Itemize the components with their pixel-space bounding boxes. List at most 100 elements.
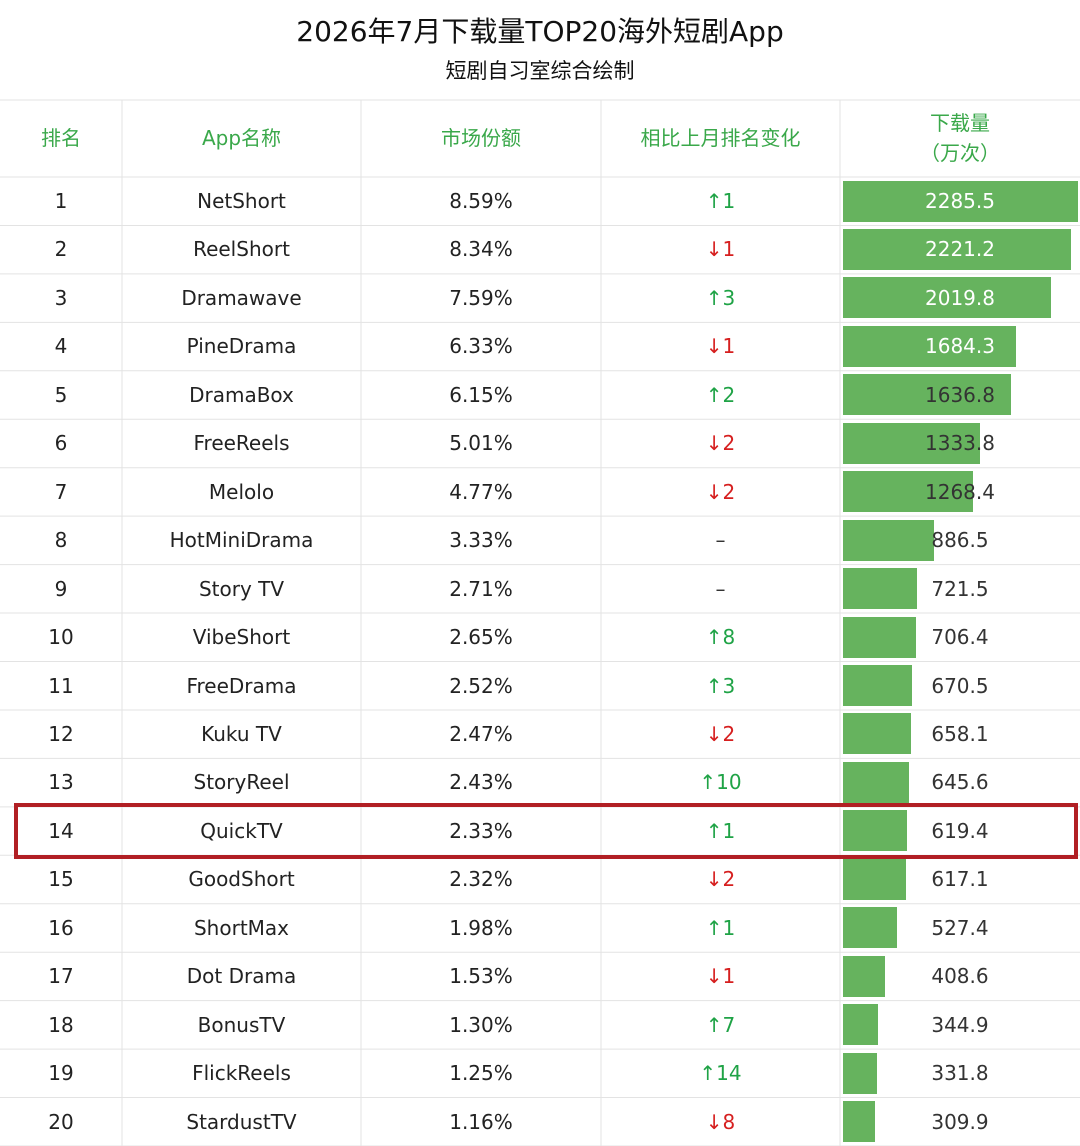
- arrow-up-icon: ↑: [705, 818, 723, 843]
- rank-cell: 8: [54, 528, 68, 553]
- download-value-label: 2019.8: [925, 285, 995, 310]
- rank-change-value: 2: [722, 867, 736, 892]
- rank-change-value: 2: [722, 479, 736, 504]
- rank-cell: 7: [54, 479, 68, 504]
- download-value-label: 1636.8: [925, 382, 995, 407]
- highlight-box: [14, 802, 1078, 860]
- arrow-up-icon: ↑: [705, 625, 723, 650]
- app-name-cell: Melolo: [208, 479, 275, 504]
- arrow-up-icon: ↑: [699, 770, 717, 795]
- rank-cell: 6: [54, 431, 68, 456]
- dash-icon: –: [715, 528, 726, 553]
- rank-change-value: 3: [722, 285, 736, 310]
- download-bar: [843, 325, 1016, 367]
- download-bar: [843, 858, 906, 900]
- app-name-cell: FreeDrama: [186, 673, 297, 698]
- download-value-label: 1684.3: [925, 334, 995, 359]
- rank-change-value: 1: [722, 818, 736, 843]
- app-name-cell: GoodShort: [188, 867, 295, 892]
- rank-cell: 11: [48, 673, 74, 698]
- rank-change-cell: ↑3: [601, 662, 840, 710]
- arrow-down-icon: ↓: [705, 867, 723, 892]
- download-value-label: 309.9: [931, 1109, 989, 1134]
- header-downloads-label: 下载量: [930, 111, 990, 135]
- market-share-cell: 6.33%: [449, 334, 513, 359]
- market-share-cell: 4.77%: [449, 479, 513, 504]
- dash-icon: –: [715, 576, 726, 601]
- rank-change-cell: ↑1: [601, 904, 840, 952]
- rank-cell: 15: [48, 867, 74, 892]
- rank-change-value: 8: [722, 1109, 736, 1134]
- rank-cell: 3: [54, 285, 68, 310]
- app-name-cell: StardustTV: [186, 1109, 297, 1134]
- rank-cell: 5: [54, 382, 68, 407]
- app-name-cell: Story TV: [198, 576, 285, 601]
- header-app-name: App名称: [201, 126, 282, 150]
- app-name-cell: BonusTV: [197, 1012, 286, 1037]
- market-share-cell: 2.33%: [449, 818, 513, 843]
- header-downloads-unit: （万次）: [920, 141, 1000, 165]
- download-bar: [843, 1004, 878, 1046]
- market-share-cell: 2.47%: [449, 721, 513, 746]
- app-name-cell: DramaBox: [189, 382, 294, 407]
- header-rank: 排名: [41, 126, 81, 150]
- arrow-up-icon: ↑: [699, 1061, 717, 1086]
- rank-cell: 10: [48, 625, 74, 650]
- download-bar: [843, 665, 912, 706]
- download-bar: [843, 1101, 875, 1143]
- market-share-cell: 6.15%: [449, 382, 513, 407]
- chart-subtitle: 短剧自习室综合绘制: [445, 59, 635, 83]
- rank-cell: 13: [48, 770, 74, 795]
- app-name-cell: QuickTV: [200, 818, 283, 843]
- market-share-cell: 2.43%: [449, 770, 513, 795]
- market-share-cell: 1.25%: [449, 1061, 513, 1086]
- download-bar: [843, 810, 907, 852]
- app-name-cell: Dramawave: [181, 285, 302, 310]
- rank-change-cell: ↓1: [601, 322, 840, 370]
- download-bar: [843, 277, 1051, 319]
- download-bar: [843, 180, 1078, 222]
- rank-change-cell: –: [601, 565, 840, 613]
- arrow-up-icon: ↑: [705, 1012, 723, 1037]
- app-name-cell: NetShort: [197, 189, 286, 213]
- rank-change-cell: ↓8: [601, 1098, 840, 1146]
- app-name-cell: HotMiniDrama: [169, 528, 314, 553]
- rank-change-cell: ↓2: [601, 855, 840, 903]
- download-value-label: 670.5: [931, 673, 989, 698]
- market-share-cell: 1.16%: [449, 1109, 513, 1134]
- rank-change-cell: ↑3: [601, 274, 840, 322]
- rank-change-cell: ↓1: [601, 952, 840, 1000]
- market-share-cell: 2.71%: [449, 576, 513, 601]
- arrow-up-icon: ↑: [705, 189, 723, 213]
- arrow-down-icon: ↓: [705, 334, 723, 359]
- download-bar: [843, 568, 917, 610]
- download-value-label: 658.1: [931, 721, 989, 746]
- app-name-cell: FlickReels: [192, 1061, 291, 1086]
- download-value-label: 886.5: [931, 528, 989, 553]
- rank-cell: 1: [54, 189, 68, 213]
- download-value-label: 331.8: [931, 1061, 989, 1086]
- rank-change-cell: ↓2: [601, 710, 840, 758]
- arrow-down-icon: ↓: [705, 721, 723, 746]
- arrow-up-icon: ↑: [705, 915, 723, 940]
- download-value-label: 645.6: [931, 770, 989, 795]
- app-name-cell: VibeShort: [192, 625, 291, 650]
- market-share-cell: 2.52%: [449, 673, 513, 698]
- rank-change-value: 2: [722, 382, 736, 407]
- app-name-cell: FreeReels: [193, 431, 290, 456]
- rank-change-value: 2: [722, 431, 736, 456]
- arrow-down-icon: ↓: [705, 237, 723, 262]
- title-block: 2026年7月下载量TOP20海外短剧App 短剧自习室综合绘制: [0, 0, 1080, 100]
- rank-change-value: 1: [722, 334, 736, 359]
- app-name-cell: ReelShort: [193, 237, 290, 262]
- download-bar: [843, 228, 1071, 270]
- rank-change-cell: –: [601, 516, 840, 564]
- rank-change-cell: ↑2: [601, 371, 840, 419]
- download-bar: [843, 422, 980, 464]
- download-value-label: 527.4: [931, 915, 989, 940]
- arrow-down-icon: ↓: [705, 964, 723, 989]
- market-share-cell: 1.53%: [449, 964, 513, 989]
- download-value-label: 2221.2: [925, 237, 995, 262]
